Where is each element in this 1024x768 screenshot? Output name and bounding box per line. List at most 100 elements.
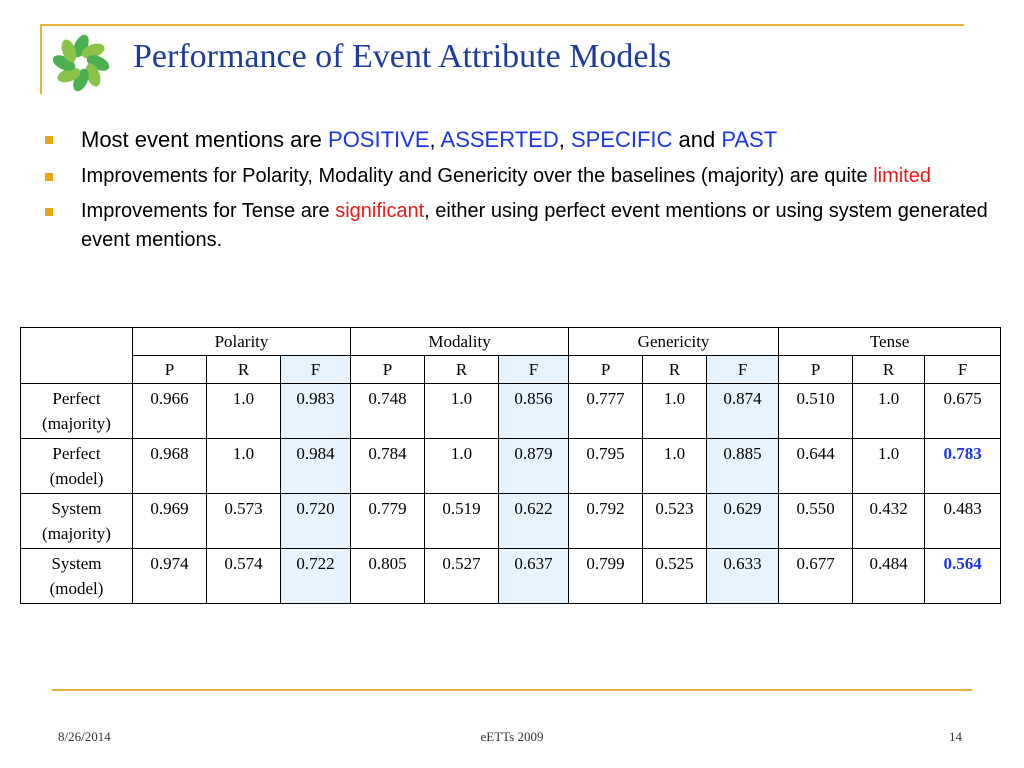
bullet-3-suffix: , either using perfect event mentions or… (81, 200, 988, 251)
table-cell: 1.0 (424, 438, 500, 494)
table-cell: 0.484 (852, 548, 926, 604)
bullet-item-2: Improvements for Polarity, Modality and … (40, 162, 1000, 191)
table-cell: 0.573 (206, 493, 281, 549)
page-number: 14 (949, 729, 962, 744)
table-cell: 1.0 (642, 438, 708, 494)
table-cell: 0.983 (279, 383, 352, 439)
table-group-header-row: Polarity Modality Genericity Tense (20, 327, 1002, 384)
table-cell: 0.777 (568, 383, 644, 439)
table-cell: 0.574 (206, 548, 281, 604)
table-row: System (model) 0.974 0.574 0.722 0.805 0.… (20, 548, 1002, 604)
bullet-1-asserted: ASSERTED (440, 127, 559, 152)
subheader-p: P (350, 355, 426, 384)
group-header-polarity: Polarity (131, 327, 352, 356)
bullet-1-positive: POSITIVE (328, 127, 430, 152)
bullet-2-text: Improvements for Polarity, Modality and … (81, 165, 874, 187)
subheader-r: R (206, 355, 281, 384)
square-bullet-icon (45, 208, 53, 216)
table-cell: 0.885 (706, 438, 780, 494)
bullet-item-1: Most event mentions are POSITIVE, ASSERT… (40, 122, 1000, 158)
table-cell: 0.856 (498, 383, 570, 439)
table-cell: 1.0 (852, 383, 926, 439)
row-label-line-1: System (51, 499, 102, 518)
table-cell: 1.0 (424, 383, 500, 439)
row-label-line-2: (model) (49, 579, 104, 598)
table-cell: 1.0 (642, 383, 708, 439)
table-cell: 0.792 (568, 493, 644, 549)
table-row: Perfect (model) 0.968 1.0 0.984 0.784 1.0… (20, 438, 1002, 494)
table-corner-cell (20, 327, 133, 384)
group-header-modality: Modality (350, 327, 570, 356)
table-cell: 1.0 (206, 383, 281, 439)
table-cell: 0.550 (778, 493, 854, 549)
table-cell: 0.795 (568, 438, 644, 494)
table-cell: 0.519 (424, 493, 500, 549)
table-cell: 0.784 (350, 438, 426, 494)
frame-top-line (40, 24, 964, 26)
table-cell: 0.432 (852, 493, 926, 549)
subheader-p: P (132, 355, 207, 384)
table-cell: 0.722 (279, 548, 352, 604)
table-row: Perfect (majority) 0.966 1.0 0.983 0.748 … (20, 383, 1002, 439)
table-cell: 0.527 (424, 548, 500, 604)
subheader-r: R (424, 355, 500, 384)
row-label: Perfect (model) (20, 438, 133, 494)
row-label-line-1: Perfect (52, 444, 101, 463)
table-cell: 0.637 (498, 548, 570, 604)
table-cell: 0.874 (706, 383, 780, 439)
table-cell: 0.879 (498, 438, 570, 494)
square-bullet-icon (45, 136, 53, 144)
table-cell: 0.622 (498, 493, 570, 549)
subheader-p: P (778, 355, 854, 384)
table-cell: 0.779 (350, 493, 426, 549)
row-label: System (model) (20, 548, 133, 604)
group-header-genericity: Genericity (568, 327, 780, 356)
bullet-3-significant: significant (335, 200, 425, 222)
table-cell: 0.799 (568, 548, 644, 604)
table-subheader-row: P R F P R F P R F P R F (21, 355, 1002, 384)
table-cell: 0.984 (279, 438, 352, 494)
table-cell: 0.483 (924, 493, 1002, 549)
highlighted-cell: 0.783 (924, 438, 1002, 494)
row-label-line-2: (majority) (42, 524, 111, 543)
frame-left-line (40, 24, 42, 94)
table-cell: 0.720 (279, 493, 352, 549)
slide-title: Performance of Event Attribute Models (133, 38, 672, 75)
table-cell: 0.633 (706, 548, 780, 604)
bullet-1-specific: SPECIFIC (570, 127, 673, 152)
subheader-r: R (852, 355, 926, 384)
row-label-line-1: Perfect (52, 389, 101, 408)
bullet-1-prefix: Most event mentions are (81, 127, 329, 152)
subheader-r: R (642, 355, 708, 384)
table-cell: 0.968 (132, 438, 207, 494)
bullet-1-sep-2: , (558, 127, 571, 152)
row-label-line-2: (model) (49, 469, 104, 488)
table-cell: 0.966 (132, 383, 207, 439)
table-cell: 1.0 (206, 438, 281, 494)
table-cell: 0.675 (924, 383, 1002, 439)
table-cell: 0.644 (778, 438, 854, 494)
bullet-1-sep-1: , (429, 127, 441, 152)
subheader-p: P (568, 355, 644, 384)
bullet-1-sep-3: and (672, 127, 722, 152)
subheader-f: F (498, 355, 570, 384)
bullet-2-limited: limited (873, 165, 931, 187)
footer-date: 8/26/2014 (58, 729, 111, 744)
group-header-tense: Tense (778, 327, 1002, 356)
subheader-f: F (279, 355, 352, 384)
subheader-f: F (924, 355, 1002, 384)
bullet-item-3: Improvements for Tense are significant, … (40, 197, 1000, 255)
bullet-1-past: PAST (721, 127, 778, 152)
results-table: Polarity Modality Genericity Tense P R F… (20, 327, 1002, 604)
table-cell: 0.805 (350, 548, 426, 604)
row-label-line-2: (majority) (42, 414, 111, 433)
table-cell: 0.510 (778, 383, 854, 439)
footer-event: eETTs 2009 (480, 729, 544, 744)
square-bullet-icon (45, 173, 53, 181)
footer-divider-line (52, 689, 972, 691)
bullet-3-prefix: Improvements for Tense are (81, 200, 336, 222)
table-cell: 0.629 (706, 493, 780, 549)
table-cell: 0.523 (642, 493, 708, 549)
table-cell: 0.974 (132, 548, 207, 604)
table-cell: 1.0 (852, 438, 926, 494)
